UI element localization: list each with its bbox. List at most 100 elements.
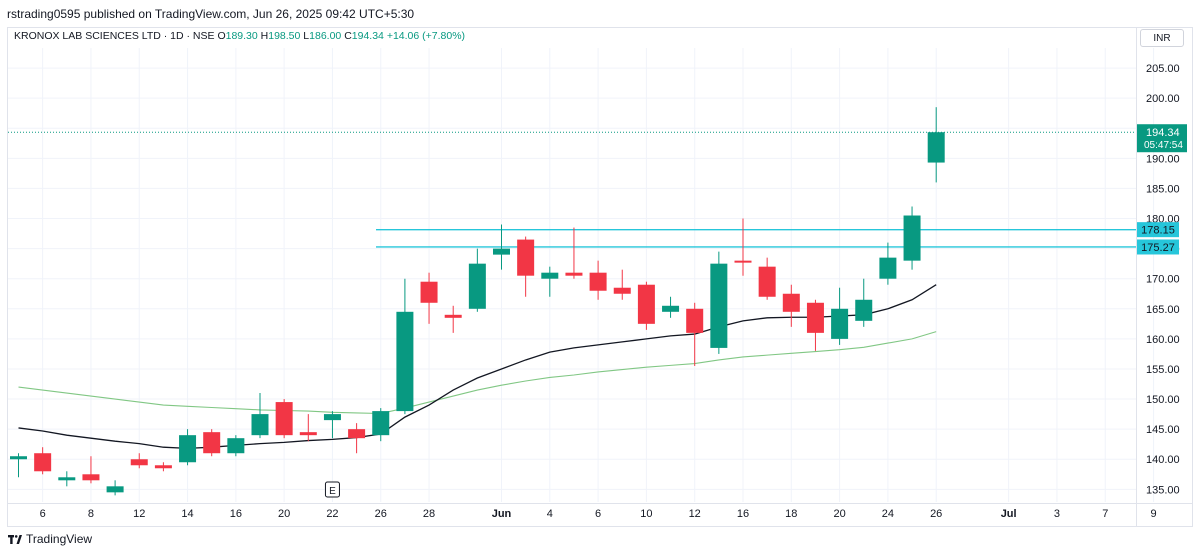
- low-label: L: [303, 30, 310, 42]
- x-tick-label: 18: [785, 508, 797, 520]
- x-tick-label: Jun: [492, 508, 512, 520]
- candle-body: [613, 287, 631, 294]
- y-tick-label: 190.00: [1146, 153, 1180, 165]
- candle: [565, 227, 583, 279]
- last-price-tag: [1137, 124, 1187, 153]
- level-price-tag: [1137, 222, 1179, 238]
- x-tick-label: 24: [882, 508, 894, 520]
- y-tick-label: 145.00: [1146, 424, 1180, 436]
- candle: [34, 447, 52, 475]
- candle: [517, 236, 535, 297]
- candle: [493, 224, 510, 270]
- candle-body: [927, 132, 945, 163]
- symbol-title: KRONOX LAB SCIENCES LTD · 1D · NSE: [14, 30, 215, 42]
- change-value: +14.06 (+7.80%): [386, 30, 466, 42]
- y-tick-label: 185.00: [1146, 183, 1180, 195]
- candle-body: [879, 257, 897, 279]
- y-tick-label: 155.00: [1146, 364, 1180, 376]
- x-tick-label: 16: [230, 508, 242, 520]
- candle: [662, 296, 680, 318]
- candle-body: [10, 456, 27, 460]
- candle: [372, 408, 390, 442]
- candle: [806, 299, 824, 351]
- candle: [879, 242, 897, 285]
- candle: [251, 393, 269, 439]
- candle-body: [686, 308, 704, 333]
- candle-body: [468, 263, 486, 309]
- candle-body: [662, 305, 680, 312]
- candle-body: [203, 432, 221, 454]
- candle-body: [106, 486, 124, 493]
- x-tick-label: 7: [1102, 508, 1108, 520]
- earnings-marker-label: E: [329, 486, 336, 497]
- candle-body: [299, 432, 317, 436]
- y-tick-label: 150.00: [1146, 394, 1180, 406]
- candle-body: [154, 465, 172, 469]
- candle: [154, 462, 172, 472]
- candle: [58, 471, 76, 487]
- candle: [203, 429, 221, 457]
- candle-body: [275, 402, 293, 436]
- candle-body: [34, 453, 52, 472]
- candle: [831, 287, 849, 345]
- footer-brand: TradingView: [8, 532, 92, 546]
- level-price-tag: [1137, 239, 1179, 255]
- x-tick-label: 3: [1054, 508, 1060, 520]
- candle: [348, 423, 366, 454]
- chart-frame: [7, 27, 1193, 527]
- candle-body: [710, 263, 728, 348]
- candle: [130, 453, 148, 469]
- x-tick-label: 26: [930, 508, 942, 520]
- candle-body: [855, 299, 873, 321]
- candle: [444, 305, 462, 333]
- candle: [299, 414, 317, 442]
- candle-body: [831, 308, 849, 339]
- y-tick-label: 170.00: [1146, 274, 1180, 286]
- y-tick-label: 200.00: [1146, 93, 1180, 105]
- candle-body: [637, 284, 655, 324]
- x-tick-label: 16: [737, 508, 749, 520]
- x-tick-label: 26: [375, 508, 387, 520]
- candle: [927, 107, 945, 183]
- level-price-label: 178.15: [1141, 225, 1175, 237]
- candle: [589, 260, 607, 300]
- candle-body: [734, 260, 752, 263]
- candle: [227, 435, 245, 457]
- candle-body: [806, 302, 824, 333]
- candle-body: [251, 414, 269, 436]
- candle-body: [589, 272, 607, 291]
- candle: [179, 429, 197, 466]
- x-tick-label: 14: [181, 508, 193, 520]
- candle-body: [348, 429, 366, 439]
- candle: [686, 302, 704, 366]
- y-tick-label: 165.00: [1146, 304, 1180, 316]
- candle: [734, 218, 752, 276]
- high-label: H: [260, 30, 269, 42]
- x-tick-label: 20: [833, 508, 845, 520]
- ema-long-line: [18, 331, 937, 415]
- x-tick-label: 8: [88, 508, 94, 520]
- candle: [903, 206, 921, 270]
- candle-body: [782, 293, 800, 312]
- x-tick-label: Jul: [1001, 508, 1017, 520]
- candle: [468, 248, 486, 312]
- candle-body: [82, 474, 100, 481]
- candle-body: [565, 272, 583, 276]
- candle: [420, 272, 438, 324]
- y-tick-label: 205.00: [1146, 63, 1180, 75]
- level-price-label: 175.27: [1141, 242, 1175, 254]
- tradingview-logo-icon: [8, 534, 22, 544]
- ema-short-line: [18, 284, 937, 450]
- candle: [106, 480, 124, 496]
- candle: [323, 411, 341, 439]
- candle: [82, 456, 100, 484]
- currency-button[interactable]: INR: [1140, 29, 1184, 47]
- candle-body: [517, 239, 535, 276]
- candle: [855, 278, 873, 327]
- x-tick-label: 9: [1150, 508, 1156, 520]
- bar-countdown-label: 05:47:54: [1144, 140, 1183, 151]
- candle-body: [493, 248, 510, 255]
- x-tick-label: 6: [595, 508, 601, 520]
- candle: [637, 281, 655, 330]
